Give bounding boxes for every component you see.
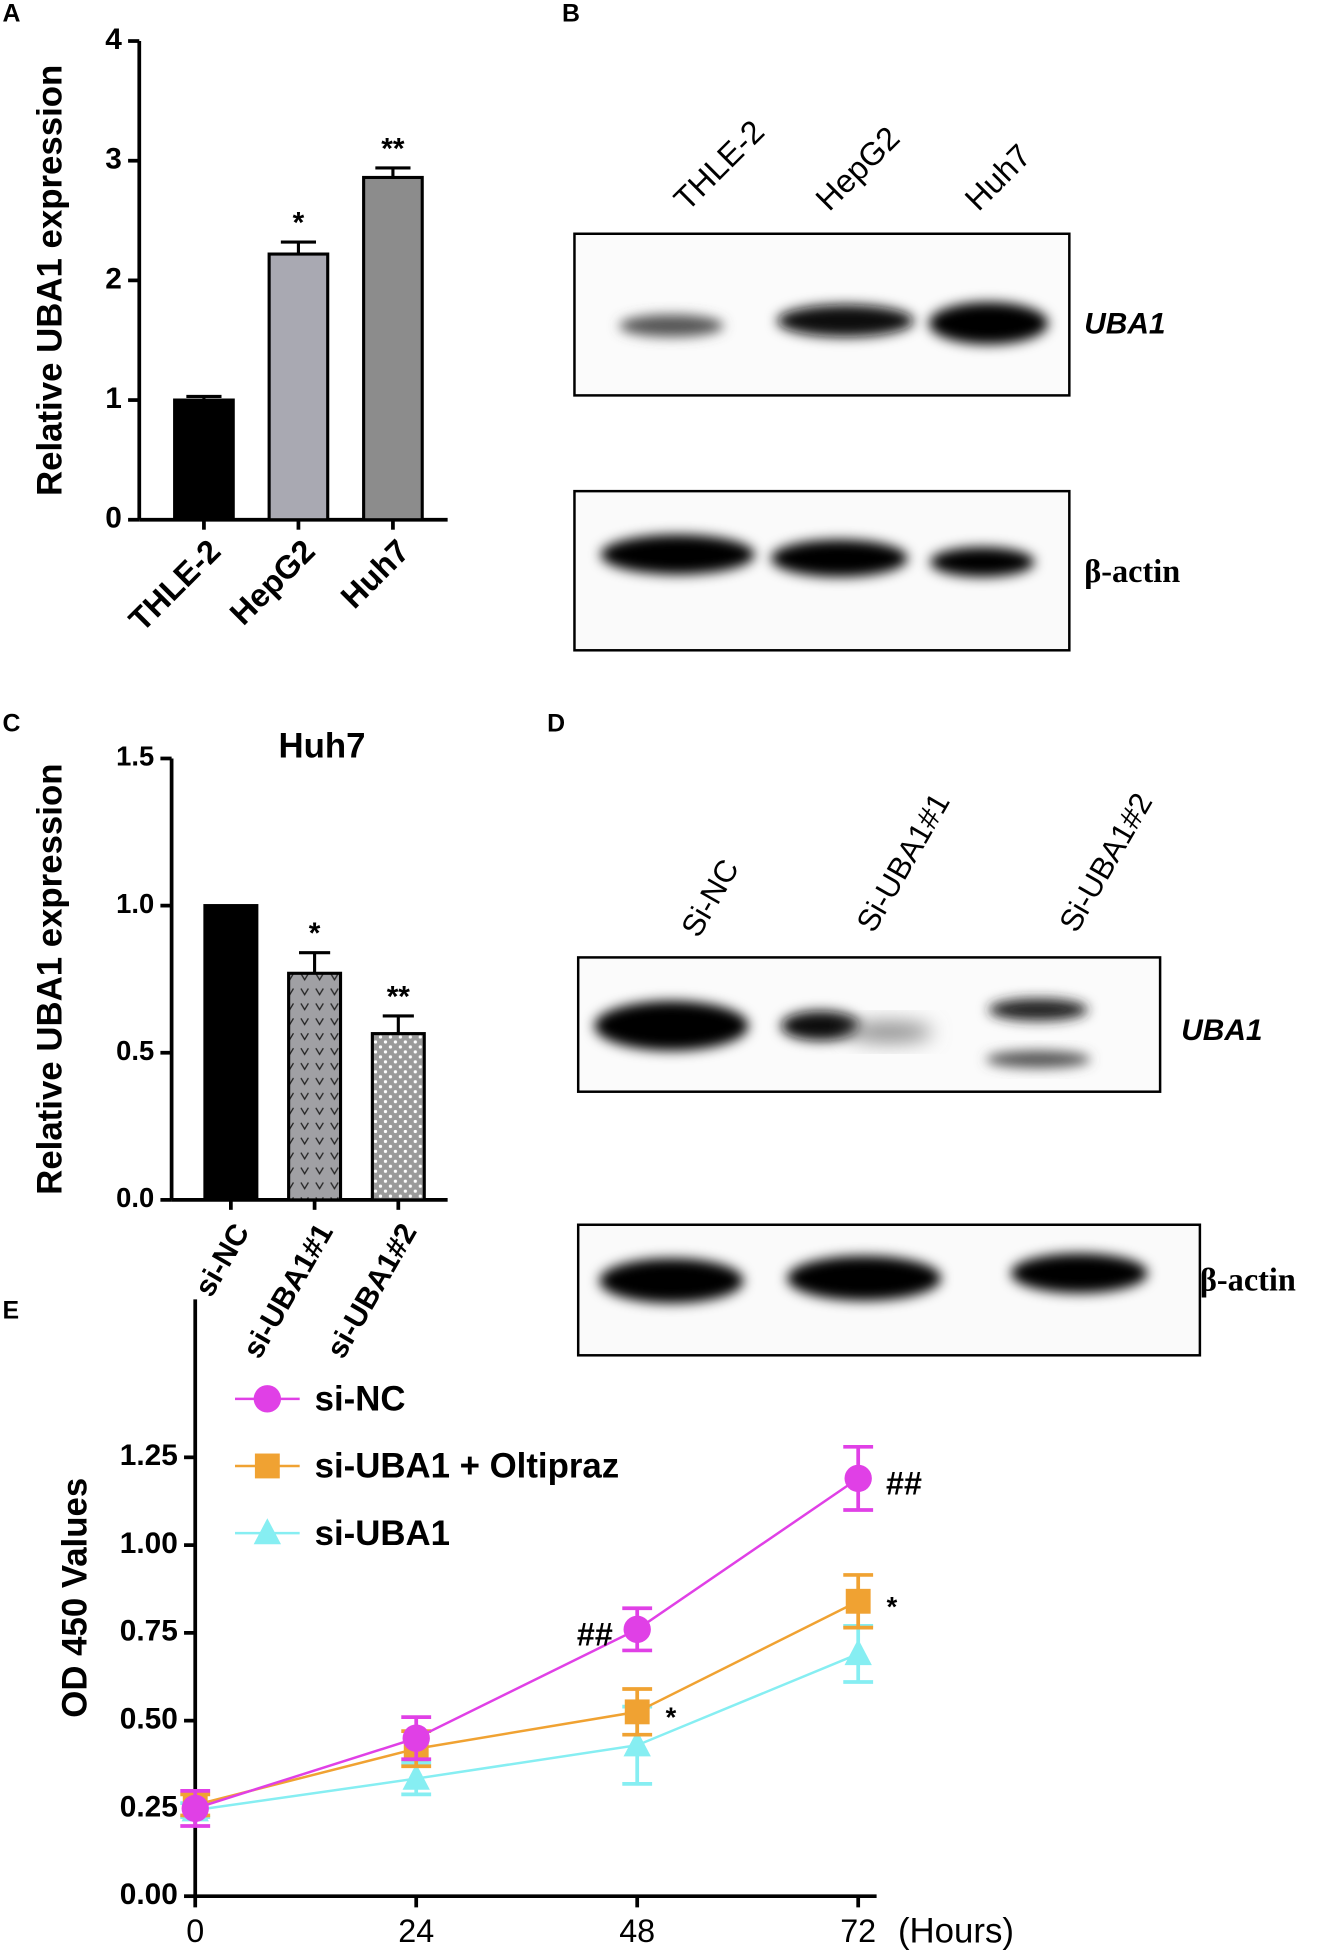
band [787, 1255, 942, 1301]
band [777, 304, 914, 337]
panel-label: A [2, 0, 20, 27]
band [928, 302, 1049, 345]
x-tick-label: 72 [840, 1913, 876, 1949]
y-tick-label: 1.25 [120, 1439, 178, 1472]
blot-d: Si-NC Si-UBA1#1 Si-UBA1#2 UBA1 β-actin [576, 787, 1296, 1357]
y-axis-label: Relative UBA1 expression [30, 764, 69, 1195]
marker [254, 1453, 280, 1479]
y-tick-label: 0.50 [120, 1703, 178, 1736]
lane-label: THLE-2 [667, 113, 771, 217]
chart-title: Huh7 [279, 727, 366, 766]
x-tick-label: si-NC [189, 1218, 257, 1302]
bar [203, 904, 259, 1202]
marker [624, 1699, 650, 1725]
series-line [195, 1652, 859, 1812]
band [770, 539, 908, 577]
point-label: ## [576, 1616, 612, 1652]
band [845, 1022, 933, 1042]
y-axis-label: OD 450 Values [55, 1478, 94, 1718]
marker [253, 1518, 282, 1545]
legend-label: si-UBA1 [315, 1514, 450, 1553]
y-tick-label: 0.75 [120, 1615, 178, 1648]
band [599, 1258, 744, 1304]
y-tick-label: 0.5 [116, 1035, 154, 1066]
y-tick-label: 0.25 [120, 1790, 178, 1823]
legend-label: si-NC [315, 1380, 406, 1419]
panel-label: C [2, 709, 20, 737]
band [619, 314, 724, 337]
legend-label: si-UBA1 + Oltipraz [315, 1447, 620, 1486]
band [988, 998, 1088, 1021]
significance: ** [381, 132, 405, 165]
lane-label: Huh7 [958, 137, 1038, 217]
significance: * [309, 917, 321, 950]
row-label: β-actin [1200, 1262, 1296, 1298]
point-label: * [665, 1702, 677, 1733]
error-bar [280, 240, 317, 255]
error-bar [382, 1014, 414, 1034]
blot-b: THLE-2 HepG2 Huh7 UBA1 β-actin [573, 113, 1180, 652]
marker [623, 1730, 651, 1757]
lane-label: Si-NC [674, 853, 746, 942]
lane-label: Si-UBA1#2 [1052, 787, 1159, 938]
y-tick-label: 1.0 [116, 888, 154, 919]
marker [402, 1763, 430, 1790]
error-bar [186, 394, 222, 401]
x-tick-label: 24 [398, 1913, 434, 1949]
band [780, 1010, 861, 1041]
y-tick-label: 0.0 [116, 1182, 154, 1213]
y-tick-label: 1.00 [120, 1527, 178, 1560]
lane-label: Si-UBA1#1 [850, 787, 957, 938]
bar [362, 175, 424, 522]
bar [267, 252, 330, 522]
bar [173, 398, 235, 522]
y-tick-label: 4 [105, 23, 122, 56]
significance: ** [387, 980, 411, 1013]
panel-label: E [2, 1296, 19, 1324]
marker [623, 1615, 651, 1644]
x-axis-label: (Hours) [898, 1912, 1014, 1951]
lane-label: HepG2 [809, 120, 907, 218]
marker [181, 1794, 209, 1823]
y-tick-label: 1 [105, 382, 122, 415]
x-tick-label: 0 [186, 1913, 204, 1949]
marker [844, 1639, 872, 1666]
y-axis-label: Relative UBA1 expression [30, 65, 69, 496]
marker [844, 1464, 872, 1493]
y-tick-label: 1.5 [116, 741, 154, 772]
row-label: UBA1 [1181, 1014, 1262, 1047]
x-tick-label: HepG2 [223, 533, 322, 632]
error-bar [375, 166, 411, 178]
band [600, 534, 755, 575]
band [986, 1050, 1091, 1069]
panel-label: D [547, 709, 565, 737]
y-tick-label: 0.00 [120, 1878, 178, 1911]
row-label: β-actin [1084, 553, 1180, 589]
marker [402, 1724, 430, 1752]
significance: * [293, 207, 305, 240]
y-tick-label: 2 [105, 262, 122, 295]
y-tick-label: 0 [105, 502, 122, 535]
band [1010, 1253, 1148, 1294]
marker [253, 1385, 282, 1413]
bar [287, 971, 343, 1202]
series-line [194, 1477, 859, 1810]
band [594, 1000, 749, 1051]
x-tick-label: THLE-2 [122, 533, 227, 638]
marker [845, 1588, 871, 1614]
point-label: ## [886, 1465, 922, 1501]
bar [370, 1032, 426, 1202]
error-bar [299, 951, 331, 974]
band [930, 547, 1035, 577]
y-tick-label: 3 [105, 143, 122, 176]
x-tick-label: 48 [619, 1913, 655, 1949]
row-label: UBA1 [1084, 308, 1165, 341]
panel-label: B [562, 0, 580, 27]
x-tick-label: Huh7 [334, 533, 417, 616]
series-line [194, 1600, 859, 1807]
point-label: * [886, 1591, 898, 1622]
